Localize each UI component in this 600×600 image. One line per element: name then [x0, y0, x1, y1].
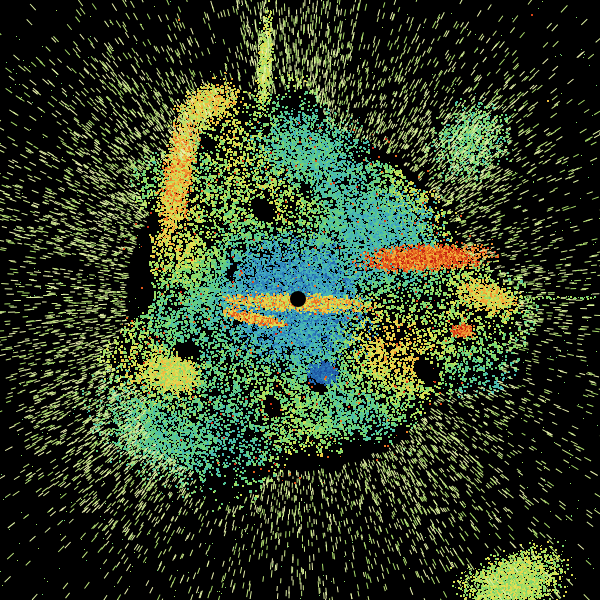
star-map [0, 0, 600, 600]
scatter-plot-canvas [0, 0, 600, 600]
